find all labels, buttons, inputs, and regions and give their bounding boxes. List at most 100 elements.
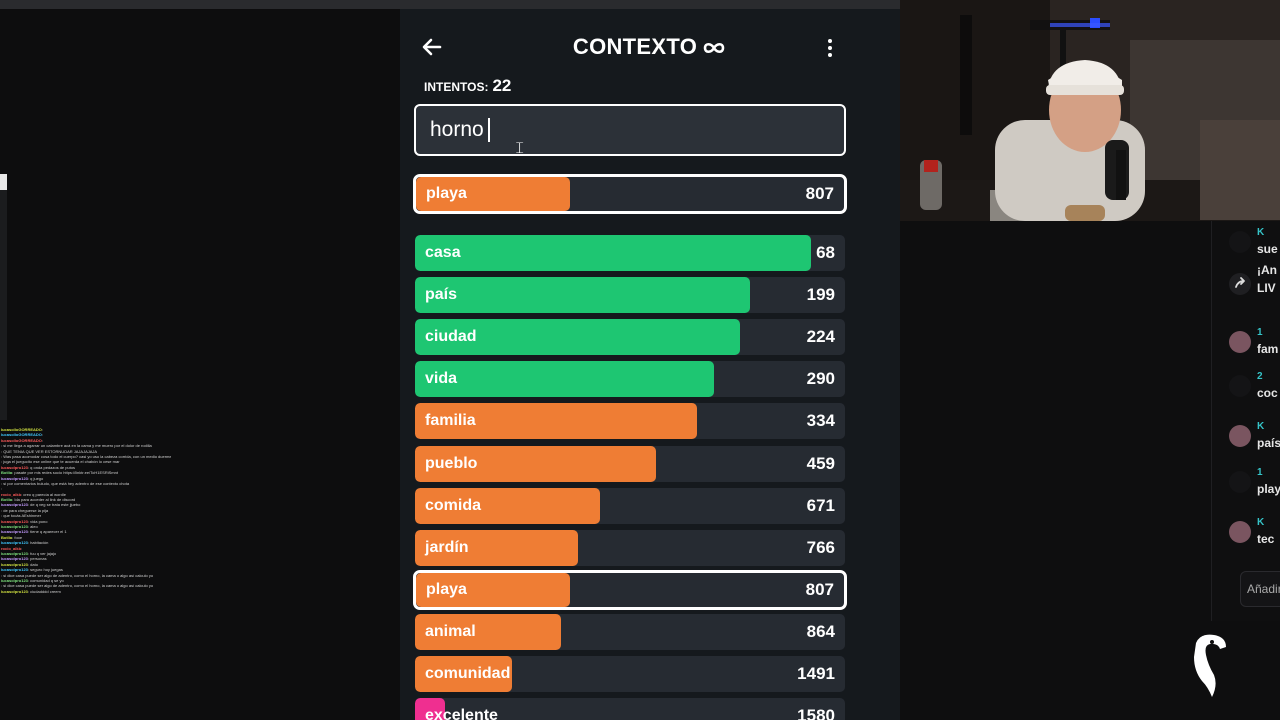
toucan-logo-icon — [1190, 631, 1230, 701]
more-vert-icon — [828, 39, 832, 43]
guess-rank: 334 — [806, 411, 835, 431]
guess-row: comida 671 — [415, 487, 845, 524]
attempts-value: 22 — [492, 76, 512, 95]
chat-text: : si por comentarios buludo, que está he… — [1, 480, 130, 486]
chat-text: : pasate por mis redes socio https://lin… — [12, 470, 118, 476]
chat-username: lucasolpro123 — [1, 475, 28, 481]
guess-row: excelente 1580 — [415, 698, 845, 720]
text-cursor-icon: 𝙸 — [514, 138, 526, 157]
chat-username: lucasolloGORREADO — [1, 437, 42, 443]
chat-message: lucasolpro123: aleo — [1, 524, 171, 529]
chat-text: : — [41, 432, 44, 438]
chat-message: : si me llega a agarrar un calambre acá … — [1, 443, 171, 448]
side-chat-text: fam — [1257, 342, 1279, 356]
guess-similarity-bar — [415, 319, 740, 356]
chat-message: rocio_alkb: creo q parecía al wordle — [1, 492, 171, 497]
more-options-button[interactable] — [820, 36, 840, 60]
share-icon[interactable] — [1229, 273, 1251, 295]
guess-rank: 864 — [806, 621, 835, 641]
guess-similarity-bar — [415, 361, 714, 398]
chat-message: Botlia: pasate por mis redes socio https… — [1, 470, 171, 475]
guess-word: jardín — [425, 538, 469, 556]
chat-text: : si me llega a agarrar un calambre acá … — [1, 443, 152, 449]
chat-username: lucasolpro123 — [1, 524, 28, 530]
chat-username: lucasolpro123 — [1, 556, 28, 562]
last-guess-word: playa — [426, 185, 467, 202]
chat-message: lucasolpro123: habitación — [1, 540, 171, 545]
chat-text: : QUE TENIA QUE VER ESTORNUDAR JAJAJAJAJ… — [1, 448, 98, 454]
guess-similarity-bar — [415, 698, 446, 720]
chat-message: Botlia: fooe — [1, 535, 171, 540]
chat-text: : fuu q ver jajajo — [27, 550, 57, 556]
contexto-game: CONTEXTO INTENTOS: 22 horno playa 807 cas… — [400, 0, 900, 720]
chat-message: : si por comentarios buludo, que está he… — [1, 481, 171, 486]
chat-message: lucasolpro123: fuu q ver jajajo — [1, 551, 171, 556]
guess-word: ciudad — [425, 328, 477, 346]
side-chat-message: 1 fam — [1257, 327, 1280, 356]
chat-message: : QUE TENIA QUE VER ESTORNUDAR JAJAJAJAJ… — [1, 449, 171, 454]
webcam-feed — [900, 0, 1280, 221]
top-divider — [400, 0, 900, 9]
scroll-track — [0, 190, 7, 420]
side-chat-message: ¡An — [1257, 259, 1280, 277]
last-guess-rank: 807 — [805, 184, 834, 203]
back-arrow-icon — [422, 38, 442, 56]
guess-word: pueblo — [425, 454, 478, 472]
chat-message: rocio_alkb: — [1, 546, 171, 551]
chat-text: : q juego — [27, 475, 44, 481]
guess-rank: 290 — [806, 369, 835, 389]
chat-text: : — [41, 437, 44, 443]
title-text: CONTEXTO — [572, 34, 698, 59]
chat-message: : que tocás AEshinmer — [1, 513, 171, 518]
guess-word: comunidad — [425, 665, 511, 682]
guess-word: casa — [425, 244, 461, 261]
chat-text: : aleo — [27, 524, 38, 530]
chat-message: lucasolpro123: personas — [1, 556, 171, 561]
guess-input[interactable]: horno — [414, 104, 846, 156]
chat-text: : personas — [27, 556, 47, 562]
guess-word: excelente — [425, 707, 498, 720]
chat-text: : — [21, 545, 23, 551]
chat-username: lucasolpro123 — [1, 540, 28, 546]
chat-message: lucasolpro123: de q veg se trata este jj… — [1, 502, 171, 507]
side-chat-badge: K — [1257, 517, 1265, 528]
chat-message: lucasolpro123: tiene q aparecer el 1 — [1, 529, 171, 534]
chat-message: lucasolloGORREADO: — [1, 438, 171, 443]
chat-text: : — [41, 427, 44, 432]
guess-similarity-bar — [415, 613, 562, 650]
chat-text: : si dice casa puede ser algo de adentro… — [1, 583, 154, 589]
guess-row: pueblo 459 — [415, 445, 845, 482]
chat-text: : fooe — [12, 534, 23, 540]
guess-word: comida — [425, 496, 482, 514]
chat-username: lucasolpro123 — [1, 464, 28, 470]
guess-rank: 671 — [806, 495, 835, 515]
add-comment-input[interactable]: Añadir co — [1240, 571, 1280, 607]
chat-username: lucasolloGORREADO — [1, 432, 42, 438]
guess-rank: 807 — [805, 579, 834, 599]
side-chat-text: tec — [1257, 532, 1275, 546]
chat-text: : juga el juegucito ese online que te ac… — [1, 459, 120, 465]
guess-rank: 1491 — [797, 664, 835, 683]
guess-word: país — [425, 286, 458, 304]
chat-message: lucasolpro123: q juego — [1, 476, 171, 481]
chat-username: Botlia — [1, 497, 13, 503]
guess-word: familia — [425, 412, 476, 430]
chat-text: : dato — [27, 561, 38, 567]
avatar — [1229, 231, 1251, 253]
side-chat-text: LIV — [1257, 281, 1276, 295]
guess-rank: 459 — [806, 453, 835, 473]
back-button[interactable] — [420, 35, 444, 59]
guess-row: playa 807 — [413, 569, 847, 610]
guess-similarity-bar — [415, 445, 656, 482]
chat-username: rocio_alkb — [1, 545, 22, 551]
top-divider — [0, 0, 400, 9]
chat-username: lucasolpro123 — [1, 529, 28, 535]
chat-text: : ciudadddd creem — [27, 588, 61, 594]
chat-text: : de q veg se trata este jjuebo — [27, 502, 81, 508]
avatar — [1229, 425, 1251, 447]
guess-rank: 1580 — [797, 706, 835, 720]
chat-text: : habitación — [27, 540, 49, 546]
